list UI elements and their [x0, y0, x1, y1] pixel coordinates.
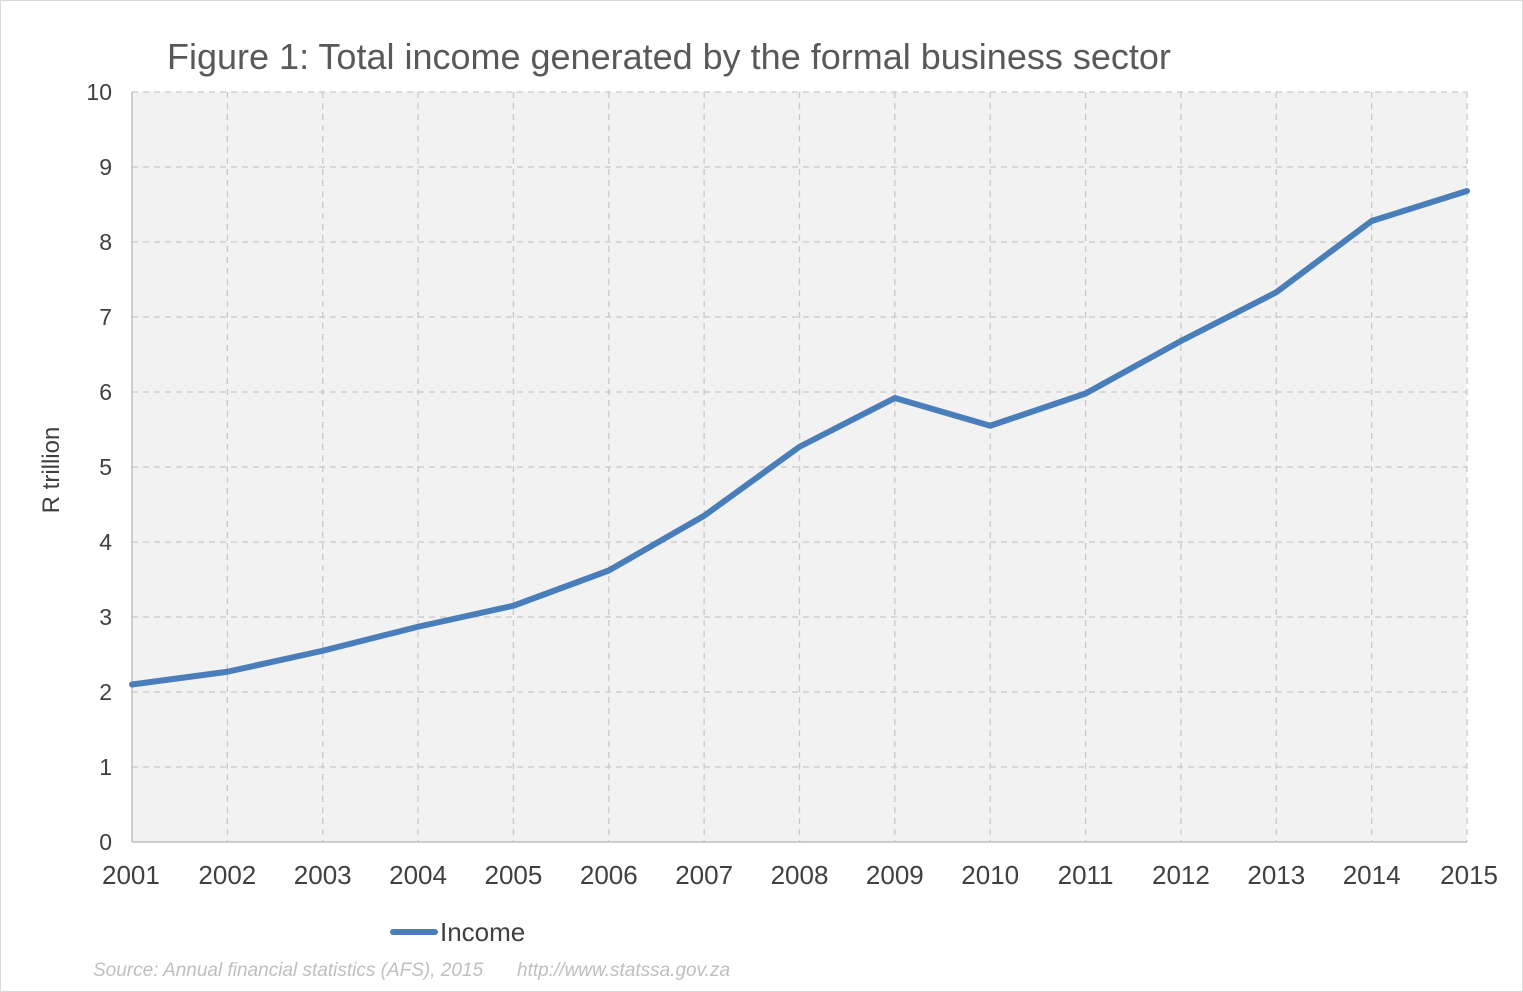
x-tick-label: 2003 — [294, 860, 352, 890]
x-tick-label: 2005 — [485, 860, 543, 890]
x-tick-label: 2002 — [198, 860, 256, 890]
y-tick-label: 9 — [99, 154, 112, 180]
series-group — [129, 188, 1470, 688]
y-tick-label: 8 — [99, 229, 112, 255]
y-tick-labels: 0 1 2 3 4 5 6 7 8 9 10 — [86, 79, 112, 855]
source-note: Source: Annual financial statistics (AFS… — [93, 960, 730, 982]
x-tick-label: 2007 — [675, 860, 733, 890]
chart-title: Figure 1: Total income generated by the … — [167, 36, 1171, 77]
y-tick-label: 1 — [99, 754, 112, 780]
x-tick-label: 2012 — [1152, 860, 1210, 890]
y-tick-label: 6 — [99, 379, 112, 405]
y-tick-label: 4 — [99, 529, 112, 555]
y-tick-label: 2 — [99, 679, 112, 705]
y-tick-label: 0 — [99, 829, 112, 855]
legend-label-income: Income — [440, 916, 526, 947]
x-tick-label: 2013 — [1247, 860, 1305, 890]
series-line-income — [129, 188, 1470, 688]
x-tick-label: 2009 — [866, 860, 924, 890]
source-text: Source: Annual financial statistics (AFS… — [93, 960, 484, 981]
legend: Income — [390, 914, 525, 950]
y-tick-label: 7 — [99, 304, 112, 330]
y-tick-label: 10 — [86, 79, 112, 105]
legend-swatch-income — [390, 929, 438, 935]
y-tick-label: 3 — [99, 604, 112, 630]
x-tick-label: 2004 — [389, 860, 447, 890]
x-tick-label: 2001 — [102, 860, 160, 890]
x-tick-label: 2008 — [771, 860, 829, 890]
x-tick-label: 2006 — [580, 860, 638, 890]
x-tick-labels: 2001 2002 2003 2004 2005 2006 2007 2008 2009 2010… — [102, 860, 1498, 890]
y-tick-label: 5 — [99, 454, 112, 480]
gridlines — [131, 91, 1468, 843]
x-tick-label: 2014 — [1343, 860, 1401, 890]
source-url: http://www.statssa.gov.za — [517, 960, 731, 981]
x-tick-label: 2011 — [1058, 860, 1114, 890]
x-tick-label: 2010 — [961, 860, 1019, 890]
x-tick-label: 2015 — [1440, 860, 1498, 890]
